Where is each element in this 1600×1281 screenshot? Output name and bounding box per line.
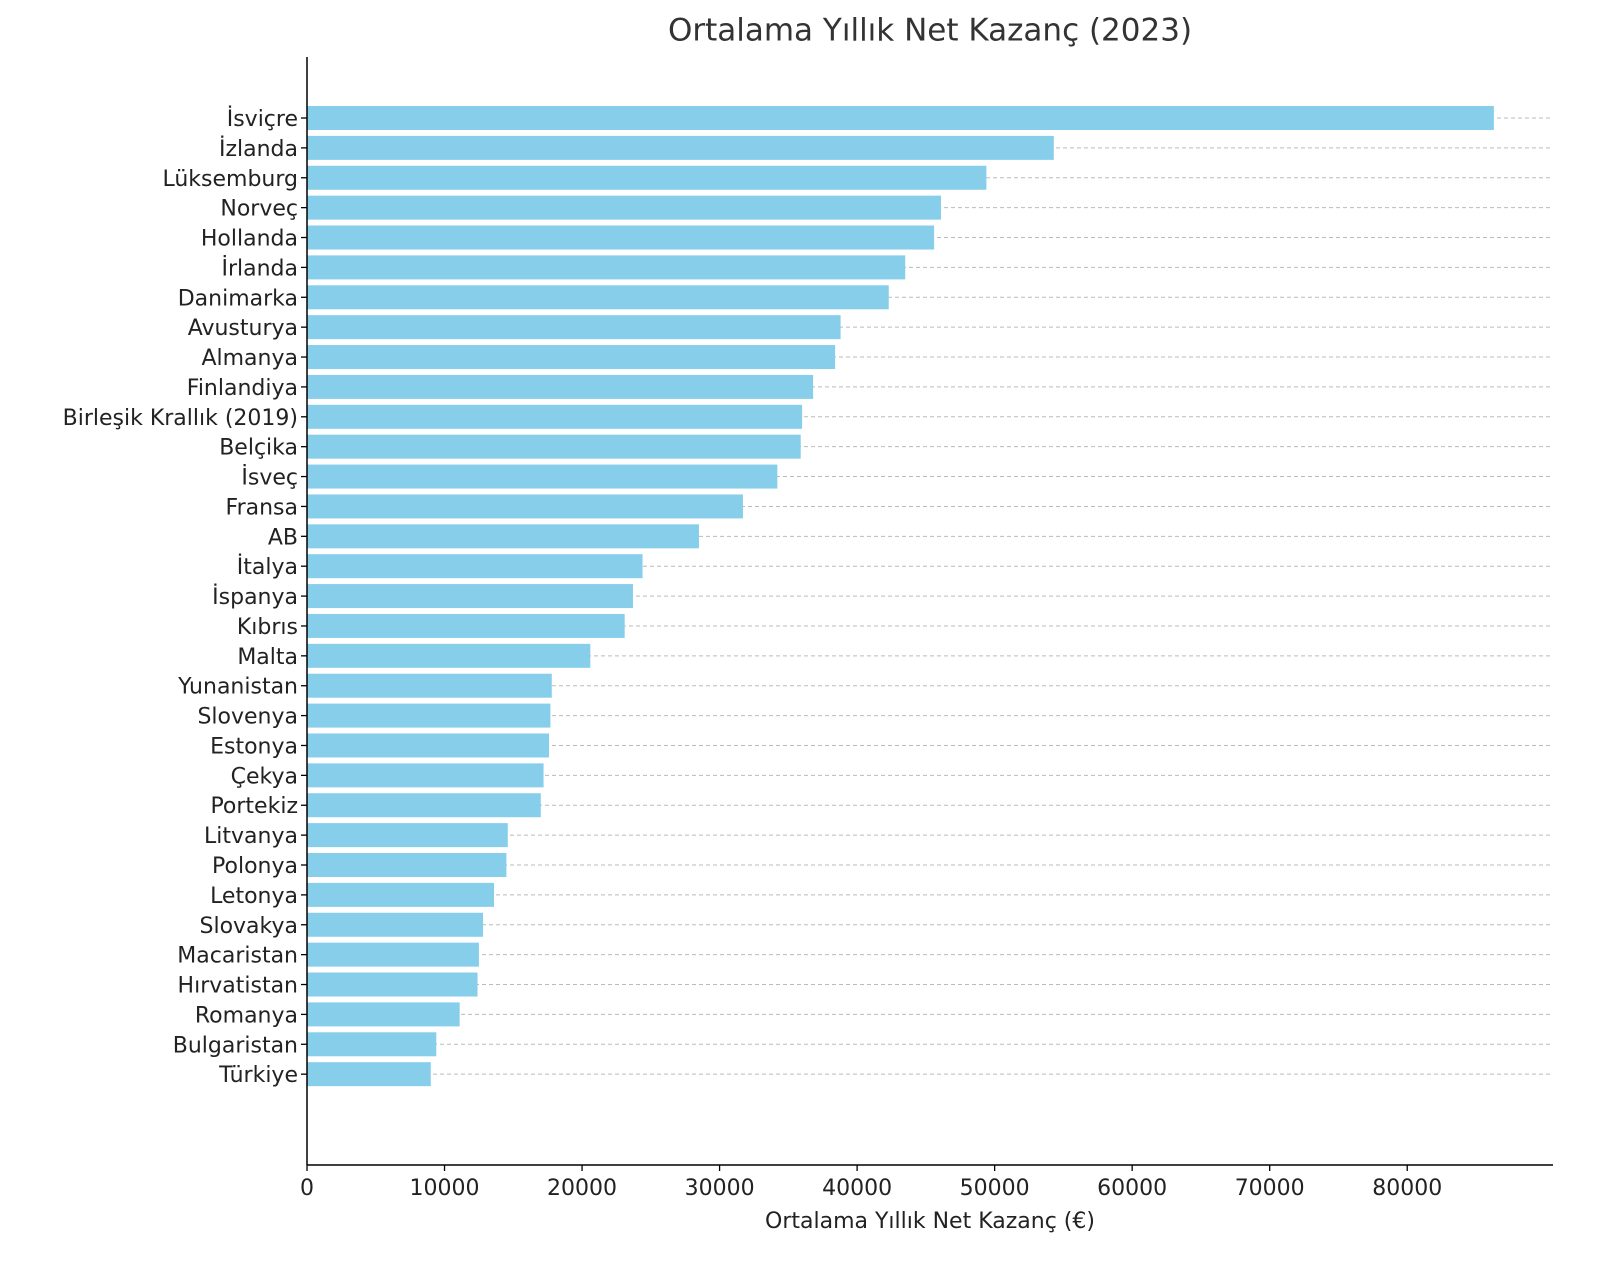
x-tick-label: 30000 xyxy=(685,1176,755,1201)
bar xyxy=(307,643,591,668)
y-tick-label: Polonya xyxy=(212,854,298,879)
bar xyxy=(307,1002,460,1027)
bar xyxy=(307,345,836,370)
y-tick-label: AB xyxy=(268,525,298,550)
y-tick-label: Slovenya xyxy=(197,705,298,730)
y-tick-label: Hırvatistan xyxy=(178,974,298,999)
y-tick-label: Hollanda xyxy=(201,227,298,252)
y-tick-label: Bulgaristan xyxy=(173,1033,298,1058)
bar xyxy=(307,225,935,250)
x-tick-label: 60000 xyxy=(1097,1176,1167,1201)
y-tick-label: Çekya xyxy=(231,764,298,789)
bar xyxy=(307,793,541,818)
bar xyxy=(307,106,1494,130)
y-tick-label: Slovakya xyxy=(200,914,299,939)
y-tick-label: Romanya xyxy=(195,1003,298,1028)
x-tick-label: 0 xyxy=(300,1176,314,1201)
bar xyxy=(307,404,803,429)
y-tick-label: Birleşik Krallık (2019) xyxy=(63,406,298,431)
bar xyxy=(307,613,625,638)
y-tick-label: Litvanya xyxy=(204,824,298,849)
chart-title: Ortalama Yıllık Net Kazanç (2023) xyxy=(668,13,1192,49)
bar xyxy=(307,584,633,609)
y-tick-label: Yunanistan xyxy=(177,675,298,700)
bar xyxy=(307,942,479,967)
bar xyxy=(307,285,889,310)
y-tick-label: İzlanda xyxy=(219,136,298,162)
y-tick-label: Norveç xyxy=(220,197,298,222)
x-tick-label: 80000 xyxy=(1372,1176,1442,1201)
bar xyxy=(307,733,550,758)
bar xyxy=(307,972,478,997)
y-tick-label: Belçika xyxy=(219,436,298,461)
bar xyxy=(307,763,544,788)
y-tick-label: Lüksemburg xyxy=(162,167,298,192)
bar xyxy=(307,135,1054,160)
y-tick-label: Almanya xyxy=(201,346,298,371)
y-tick-label: Portekiz xyxy=(210,794,298,819)
bar xyxy=(307,374,814,399)
y-tick-label: Fransa xyxy=(226,495,298,520)
bar xyxy=(307,165,987,190)
x-axis-label: Ortalama Yıllık Net Kazanç (€) xyxy=(765,1209,1095,1234)
x-tick-label: 70000 xyxy=(1235,1176,1305,1201)
bar xyxy=(307,524,699,549)
x-tick-label: 20000 xyxy=(547,1176,617,1201)
x-tick-label: 40000 xyxy=(822,1176,892,1201)
bar xyxy=(307,703,551,728)
bar xyxy=(307,434,801,459)
y-tick-label: Avusturya xyxy=(188,316,298,341)
bar xyxy=(307,673,552,698)
y-tick-label: Macaristan xyxy=(177,944,298,969)
y-tick-label: Malta xyxy=(237,645,298,670)
y-tick-label: Türkiye xyxy=(218,1063,298,1088)
bar xyxy=(307,1032,437,1057)
bar xyxy=(307,464,778,489)
bar xyxy=(307,315,841,340)
bar xyxy=(307,823,508,848)
bar xyxy=(307,882,495,907)
bar xyxy=(307,195,942,220)
bar xyxy=(307,494,743,519)
y-tick-label: İtalya xyxy=(237,554,298,580)
bar xyxy=(307,853,507,877)
x-tick-label: 50000 xyxy=(960,1176,1030,1201)
bar xyxy=(307,1062,431,1087)
x-tick-label: 10000 xyxy=(410,1176,480,1201)
y-tick-label: Letonya xyxy=(210,884,298,909)
y-tick-label: İspanya xyxy=(212,584,298,610)
y-tick-label: Estonya xyxy=(210,734,298,759)
y-tick-label: Finlandiya xyxy=(187,376,298,401)
bar xyxy=(307,554,643,579)
bar xyxy=(307,912,484,937)
y-tick-label: İsveç xyxy=(241,465,298,491)
y-tick-label: İrlanda xyxy=(221,255,298,281)
bar xyxy=(307,255,906,280)
y-tick-label: İsviçre xyxy=(227,106,298,132)
y-tick-label: Danimarka xyxy=(178,286,298,311)
y-tick-label: Kıbrıs xyxy=(237,615,298,640)
